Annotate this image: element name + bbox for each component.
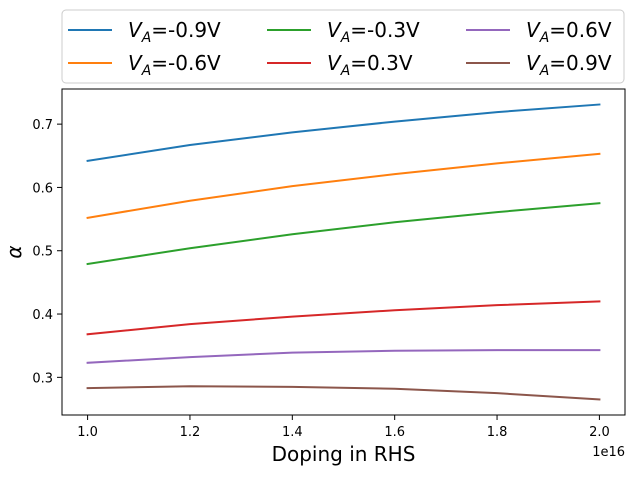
y-axis-label: α	[2, 245, 26, 258]
series-line-1	[86, 152, 601, 219]
series-layer	[86, 103, 601, 401]
x-tick-label: 1.0	[77, 425, 98, 440]
x-axis-label: Doping in RHS	[272, 442, 416, 466]
y-tick-label: 0.4	[32, 308, 53, 323]
x-tick-label: 1.2	[180, 425, 201, 440]
series-line-3	[86, 300, 601, 336]
x-tick-label: 2.0	[589, 425, 610, 440]
series-line-4	[86, 349, 601, 364]
x-tick-label: 1.4	[282, 425, 303, 440]
series-line-5	[86, 385, 601, 401]
legend-label-5: VA=0.9V	[526, 51, 612, 79]
x-axis-ticks: 1.0 1.2 1.4 1.6 1.8 2.0	[77, 415, 610, 440]
x-axis-offset-label: 1e16	[592, 445, 625, 460]
legend-label-4: VA=0.6V	[526, 18, 612, 46]
legend-label-1: VA=-0.6V	[128, 51, 221, 79]
legend: VA=-0.9V VA=-0.6V VA=-0.3V VA=0.3V VA=0.6V VA…	[61, 9, 625, 84]
legend-label-3: VA=0.3V	[327, 51, 413, 79]
legend-label-2: VA=-0.3V	[327, 18, 420, 46]
y-tick-label: 0.6	[32, 181, 53, 196]
legend-label-0: VA=-0.9V	[128, 18, 221, 46]
y-tick-label: 0.3	[32, 371, 53, 386]
y-tick-label: 0.5	[32, 245, 53, 260]
x-tick-label: 1.6	[384, 425, 405, 440]
x-tick-label: 1.8	[487, 425, 508, 440]
plot-area-frame	[61, 88, 626, 416]
series-line-0	[86, 103, 601, 162]
y-tick-label: 0.7	[32, 118, 53, 133]
legend-box	[61, 9, 625, 84]
y-axis-ticks: 0.3 0.4 0.5 0.6 0.7	[32, 118, 62, 386]
series-line-2	[86, 202, 601, 266]
